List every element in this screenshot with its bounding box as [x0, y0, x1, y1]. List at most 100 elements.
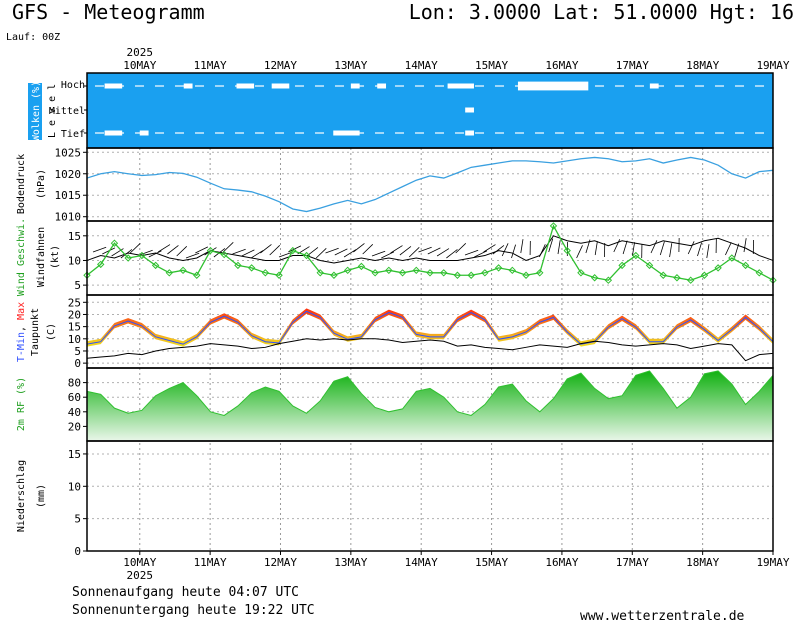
wind-speed-point	[618, 261, 626, 270]
wind-barb	[102, 247, 116, 255]
wind-barb	[483, 244, 496, 253]
wind-barb	[269, 244, 281, 256]
date-label-bottom: 18MAY	[686, 556, 719, 569]
wind-speed-point	[412, 266, 420, 275]
wind-speed-point	[494, 264, 503, 272]
wind-barb	[594, 241, 598, 256]
tsep-label: ,	[16, 320, 27, 332]
y-tick-label: 5	[74, 279, 81, 292]
wind-barb	[455, 242, 467, 254]
wind-speed-point	[741, 261, 750, 270]
wind-speed-point	[426, 269, 434, 277]
wind-barb	[111, 248, 124, 257]
date-label-top: 15MAY	[475, 59, 508, 72]
y-tick-label: 5	[74, 345, 81, 358]
date-label-bottom: 11MAY	[194, 556, 227, 569]
wind-speed-point	[632, 251, 640, 260]
y-tick-label: 80	[68, 377, 81, 390]
cloud-segment	[139, 130, 149, 136]
year-label-bottom: 2025	[127, 569, 154, 582]
wind-barb	[167, 245, 179, 255]
wind-barb	[222, 241, 234, 253]
meteogram-chart: 1010101510201025510150510152025204060800…	[16, 46, 790, 582]
wind-speed-point	[645, 261, 654, 270]
date-label-bottom: 17MAY	[616, 556, 649, 569]
date-label-top: 13MAY	[334, 59, 367, 72]
wind-speed-point	[247, 264, 256, 272]
year-label-top: 2025	[127, 46, 154, 59]
date-label-bottom: 19MAY	[756, 556, 789, 569]
cloud-level-axis-title: L e v e l	[47, 84, 58, 138]
wind-axis-title: Wind Geschwi.	[16, 218, 27, 296]
y-tick-label: 0	[74, 357, 81, 370]
dewpoint-line	[86, 338, 774, 362]
y-tick-label: 1020	[55, 168, 82, 181]
wind-speed-point	[549, 222, 558, 230]
wind-barb	[743, 238, 747, 253]
wind-speed-point	[110, 239, 119, 247]
wind-speed-point	[385, 266, 393, 275]
wind-barb	[632, 242, 635, 257]
wind-barb	[176, 245, 188, 257]
temperature-line	[86, 310, 774, 345]
precip-unit: (mm)	[36, 484, 47, 508]
cloud-segment	[465, 107, 474, 113]
wind-barb	[725, 242, 732, 256]
pressure-axis-title: Bodendruck	[16, 154, 27, 214]
date-label-bottom: 14MAY	[405, 556, 438, 569]
wind-speed-point	[453, 271, 462, 279]
credit-link[interactable]: www.wetterzentrale.de	[580, 609, 745, 624]
dewpoint-axis-title: Taupunkt	[30, 308, 41, 356]
wind-barb	[706, 244, 710, 259]
cloud-level-label: Mittel	[49, 106, 85, 117]
wind-speed-point	[138, 251, 146, 260]
wind-speed-point	[700, 271, 709, 279]
cloud-label-bg	[28, 83, 42, 140]
wind-barb	[659, 241, 665, 256]
cloud-axis-title: Wolken (%)	[31, 81, 42, 141]
y-tick-label: 0	[74, 545, 81, 558]
wind-speed-point	[261, 269, 270, 277]
y-tick-label: 40	[68, 406, 81, 419]
cloud-segment	[236, 83, 255, 89]
date-label-bottom: 13MAY	[334, 556, 367, 569]
wind-barb	[446, 249, 458, 259]
wind-speed-point	[604, 276, 613, 284]
cloud-segment	[350, 83, 360, 89]
wind-barb	[129, 242, 141, 254]
wind-speed-point	[165, 269, 174, 277]
wind-speed-point	[440, 269, 448, 277]
sunrise-text: Sonnenaufgang heute 04:07 UTC	[72, 585, 299, 600]
wind-barb	[474, 250, 488, 258]
y-tick-label: 60	[68, 391, 81, 404]
wind-barb	[139, 249, 153, 256]
wind-speed-point	[728, 254, 736, 262]
cloud-segment	[104, 130, 123, 136]
wind-barb	[557, 240, 561, 255]
cloud-segment	[183, 83, 193, 89]
sunset-text: Sonnenuntergang heute 19:22 UTC	[72, 603, 315, 618]
wind-speed-point	[714, 264, 722, 272]
model-run: Lauf: 00Z	[6, 32, 61, 43]
wind-speed-point	[124, 254, 132, 262]
wind-barb	[669, 243, 673, 258]
wind-barb	[278, 251, 293, 258]
tmin-label: T-Min	[16, 332, 27, 362]
wind-barb	[185, 252, 200, 259]
wind-barb	[492, 245, 505, 255]
wind-speed-point	[330, 271, 338, 279]
wind-barb	[511, 244, 516, 259]
wind-barb	[241, 249, 255, 257]
wind-barb	[622, 240, 628, 255]
wind-vanes-label: Windfahnen	[36, 227, 47, 287]
y-tick-label: 1025	[55, 146, 82, 159]
wind-barb	[371, 250, 386, 257]
wind-barb	[343, 249, 357, 258]
wind-barb	[687, 241, 695, 255]
wind-barb	[157, 244, 171, 253]
wind-barb	[334, 248, 348, 256]
y-tick-label: 20	[68, 308, 81, 321]
wind-speed-point	[289, 246, 297, 255]
wind-speed-point	[590, 274, 599, 282]
wind-speed-point	[686, 276, 695, 284]
